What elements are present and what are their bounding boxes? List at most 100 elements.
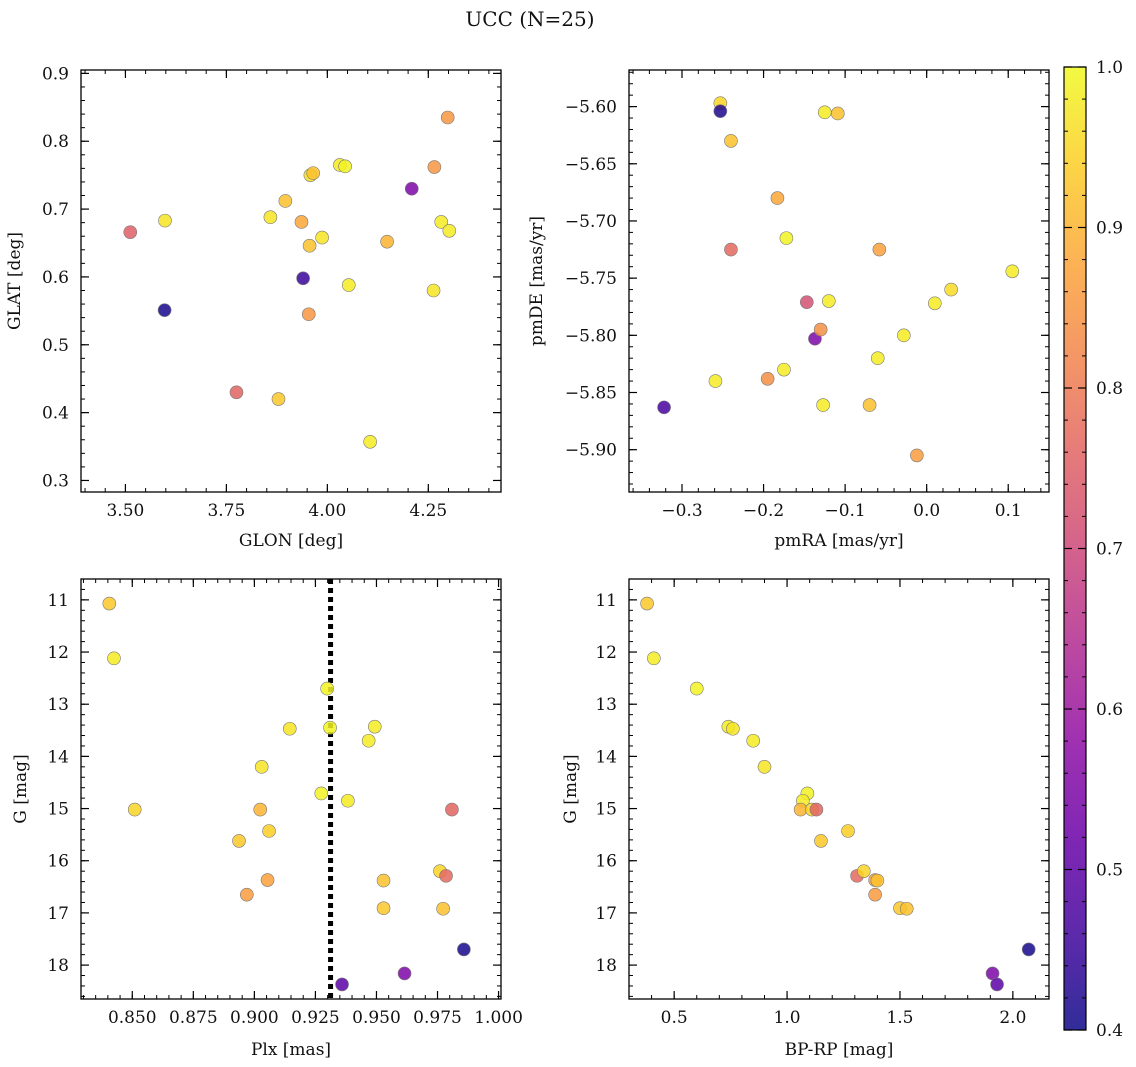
y-tick-label: 15	[595, 800, 617, 820]
colorbar-tick-label: 0.6	[1096, 700, 1123, 720]
data-point	[315, 230, 329, 245]
y-tick-label: 0.6	[42, 268, 69, 288]
data-point	[301, 307, 316, 322]
x-tick-label: 0.0	[913, 501, 940, 521]
data-point	[158, 213, 172, 228]
colorbar: 0.4 0.5 0.6 0.7 0.8 0.9 1.0	[1063, 58, 1123, 1041]
data-point	[254, 760, 269, 774]
data-point	[944, 282, 958, 297]
x-tick-label: −0.1	[824, 501, 865, 521]
x-tick-label: 1.0	[774, 1008, 801, 1028]
data-point	[724, 134, 738, 148]
y-tick-label: 18	[595, 956, 617, 976]
figure-title: UCC (N=25)	[465, 7, 594, 31]
y-tick-label: 12	[595, 643, 617, 663]
data-point	[713, 104, 728, 118]
data-point	[760, 371, 775, 386]
x-tick-label: 0.5	[661, 1008, 688, 1028]
x-tick-label: 0.1	[995, 501, 1022, 521]
data-point	[872, 242, 887, 257]
x-tick-label: 4.25	[409, 501, 447, 521]
y-tick-label: −5.90	[565, 441, 617, 461]
panel-bprp-g: 0.5 1.0 1.5 2.0 11 12 13 14 15 16 17 18 BP-RP [mag] G…	[561, 578, 1050, 1060]
colorbar-gradient	[1064, 67, 1086, 1030]
data-point	[282, 721, 297, 736]
y-tick-label: 16	[595, 852, 617, 872]
x-tick-label: 1.000	[474, 1008, 523, 1028]
y-tick-label: 13	[47, 695, 69, 715]
x-tick-label: 0.900	[230, 1008, 279, 1028]
x-tick-label: 3.75	[207, 501, 245, 521]
data-point	[320, 681, 334, 696]
panel-glon-glat: 3.50 3.75 4.00 4.25 0.3 0.4 0.5 0.6 0.7 0.8 0.9 GLO…	[5, 64, 502, 551]
y-tick-label: 11	[595, 591, 617, 611]
data-point	[427, 160, 442, 174]
data-point	[910, 448, 924, 463]
colorbar-tick-label: 0.8	[1096, 379, 1123, 399]
data-point	[314, 786, 329, 801]
x-tick-label: 0.950	[352, 1008, 401, 1028]
data-point	[426, 283, 441, 298]
data-point	[657, 400, 671, 415]
data-point	[779, 231, 794, 245]
x-tick-label: 0.875	[169, 1008, 218, 1028]
y-minor-ticks	[81, 578, 501, 997]
x-axis-label: GLON [deg]	[239, 531, 343, 551]
data-point	[841, 824, 855, 838]
data-point	[157, 303, 172, 317]
y-axis-label: G [mag]	[11, 754, 31, 823]
data-point	[253, 802, 268, 817]
data-point	[404, 181, 419, 196]
y-tick-label: 12	[47, 643, 69, 663]
data-point	[341, 793, 355, 808]
y-tick-label: 14	[595, 747, 617, 767]
data-point	[440, 110, 455, 125]
y-axis-label: G [mag]	[561, 754, 581, 823]
axes-frame	[80, 578, 502, 1000]
data-point	[263, 210, 278, 225]
data-point	[724, 242, 738, 257]
data-point	[822, 294, 836, 308]
y-tick-label: 16	[47, 852, 69, 872]
y-tick-label: 14	[47, 747, 69, 767]
data-point	[271, 392, 286, 406]
y-minor-ticks	[629, 578, 1049, 997]
data-point	[868, 887, 882, 902]
y-tick-label: −5.80	[565, 326, 617, 346]
data-point	[830, 106, 845, 121]
data-point	[708, 374, 723, 388]
x-tick-label: −0.3	[661, 501, 702, 521]
data-point	[640, 596, 654, 611]
data-point	[814, 834, 828, 848]
y-tick-label: −5.75	[565, 269, 617, 289]
y-tick-label: 0.7	[42, 200, 69, 220]
y-tick-label: 18	[47, 956, 69, 976]
y-tick-label: −5.85	[565, 384, 617, 404]
data-point	[335, 977, 349, 992]
y-tick-label: 17	[595, 904, 617, 924]
y-axis-label: GLAT [deg]	[5, 232, 25, 330]
x-tick-label: 3.50	[106, 501, 144, 521]
data-point	[376, 901, 391, 916]
data-point	[240, 887, 254, 902]
data-point	[102, 596, 117, 611]
colorbar-tick-label: 0.7	[1096, 540, 1123, 560]
y-tick-label: −5.65	[565, 155, 617, 175]
data-point	[323, 720, 337, 735]
data-point	[376, 873, 391, 888]
y-tick-label: 0.8	[42, 132, 69, 152]
x-minor-ticks	[82, 579, 500, 999]
y-tick-label: 13	[595, 695, 617, 715]
colorbar-tick-label: 1.0	[1096, 58, 1123, 78]
data-point	[232, 834, 246, 848]
data-point	[436, 901, 450, 916]
data-point	[439, 869, 453, 883]
data-point	[338, 159, 352, 174]
data-point	[647, 651, 661, 666]
y-minor-ticks	[81, 72, 501, 481]
data-point	[899, 901, 914, 916]
data-point	[262, 824, 276, 838]
data-point	[363, 434, 377, 449]
x-tick-label: 2.0	[999, 1008, 1026, 1028]
